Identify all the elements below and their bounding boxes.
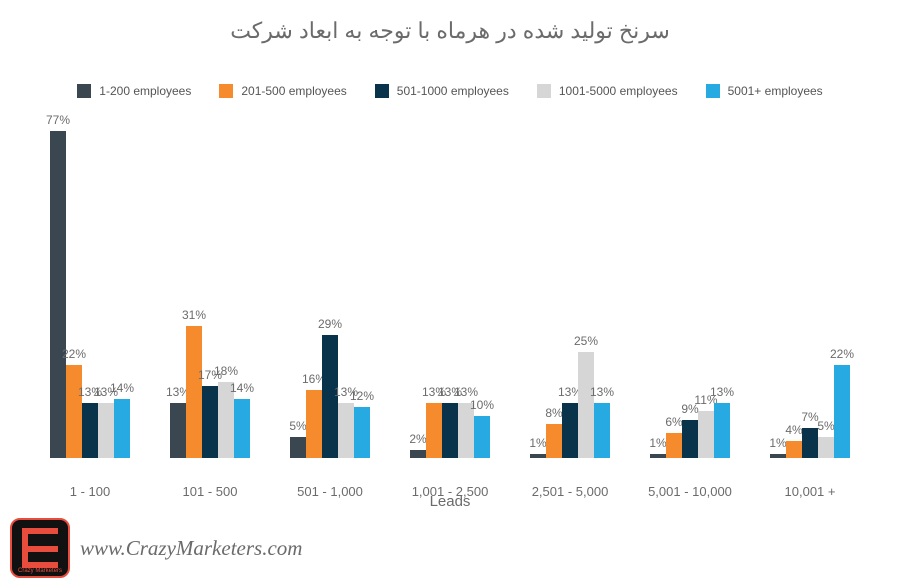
bar-value-label: 25% xyxy=(574,334,598,348)
legend-label: 1-200 employees xyxy=(99,84,191,98)
bar-value-label: 22% xyxy=(62,347,86,361)
bar: 5% xyxy=(818,437,834,458)
bar-value-label: 4% xyxy=(785,423,802,437)
bar: 8% xyxy=(546,424,562,458)
x-tick-label: 5,001 - 10,000 xyxy=(648,484,732,499)
bar: 13% xyxy=(82,403,98,458)
footer: Crazy Marketers www.CrazyMarketers.com xyxy=(10,518,302,578)
bar: 14% xyxy=(114,399,130,459)
bar-value-label: 14% xyxy=(230,381,254,395)
bar: 2% xyxy=(410,450,426,459)
legend-label: 1001-5000 employees xyxy=(559,84,678,98)
chart-title: سرنخ تولید شده در هرماه با توجه به ابعاد… xyxy=(0,0,900,44)
bar-value-label: 18% xyxy=(214,364,238,378)
bar: 6% xyxy=(666,433,682,459)
bar: 22% xyxy=(834,365,850,459)
bar-group: 2%13%13%13%10% xyxy=(410,403,490,458)
bar-value-label: 14% xyxy=(110,381,134,395)
bar-value-label: 5% xyxy=(817,419,834,433)
bar: 1% xyxy=(530,454,546,458)
x-tick-label: 10,001 + xyxy=(785,484,836,499)
legend-label: 5001+ employees xyxy=(728,84,823,98)
bar-value-label: 8% xyxy=(545,406,562,420)
bar-group: 1%8%13%25%13% xyxy=(530,352,610,458)
bar-group: 1%4%7%5%22% xyxy=(770,365,850,459)
bar: 11% xyxy=(698,411,714,458)
bar-value-label: 6% xyxy=(665,415,682,429)
bar: 1% xyxy=(770,454,786,458)
x-tick-label: 1 - 100 xyxy=(70,484,110,499)
bar-group: 1%6%9%11%13% xyxy=(650,403,730,458)
bar: 22% xyxy=(66,365,82,459)
bar: 77% xyxy=(50,131,66,458)
logo-text: Crazy Marketers xyxy=(12,568,68,574)
bar-group: 77%22%13%13%14% xyxy=(50,131,130,458)
bar-group: 13%31%17% 18% 14% xyxy=(170,326,250,458)
legend-swatch xyxy=(375,84,389,98)
x-tick-label: 101 - 500 xyxy=(183,484,238,499)
bar: 4% xyxy=(786,441,802,458)
legend-item: 1-200 employees xyxy=(77,84,191,98)
bar-value-label: 22% xyxy=(830,347,854,361)
bar-group: 5%16%29%13%12% xyxy=(290,335,370,458)
bar: 13% xyxy=(714,403,730,458)
bar: 5% xyxy=(290,437,306,458)
bar: 13% xyxy=(338,403,354,458)
legend-item: 501-1000 employees xyxy=(375,84,509,98)
chart-area: 77%22%13%13%14%13%31%17%18%14%5%16%29%13… xyxy=(30,118,870,458)
bar-value-label: 1% xyxy=(769,436,786,450)
bar-value-label: 13% xyxy=(590,385,614,399)
bar: 1% xyxy=(650,454,666,458)
bar: 12% xyxy=(354,407,370,458)
bar: 9% xyxy=(682,420,698,458)
bar-value-label: 77% xyxy=(46,113,70,127)
bar: 10% xyxy=(474,416,490,459)
bar-value-label: 7% xyxy=(801,410,818,424)
legend-swatch xyxy=(706,84,720,98)
bar-value-label: 5% xyxy=(289,419,306,433)
bar-value-label: 12% xyxy=(350,389,374,403)
bar: 14% xyxy=(234,399,250,459)
bar-value-label: 1% xyxy=(529,436,546,450)
bar: 25% xyxy=(578,352,594,458)
legend-item: 1001-5000 employees xyxy=(537,84,678,98)
bar: 17% xyxy=(202,386,218,458)
x-tick-label: 501 - 1,000 xyxy=(297,484,363,499)
bar: 13% xyxy=(170,403,186,458)
legend-label: 201-500 employees xyxy=(241,84,346,98)
bar: 13% xyxy=(98,403,114,458)
bar-value-label: 2% xyxy=(409,432,426,446)
footer-url: www.CrazyMarketers.com xyxy=(80,536,302,561)
x-axis-title: Leads xyxy=(430,493,471,510)
legend-item: 201-500 employees xyxy=(219,84,346,98)
legend-label: 501-1000 employees xyxy=(397,84,509,98)
plot: 77%22%13%13%14%13%31%17%18%14%5%16%29%13… xyxy=(30,118,870,458)
bar-value-label: 29% xyxy=(318,317,342,331)
legend-swatch xyxy=(77,84,91,98)
legend: 1-200 employees 201-500 employees 501-1000… xyxy=(0,84,900,98)
legend-item: 5001+ employees xyxy=(706,84,823,98)
legend-swatch xyxy=(537,84,551,98)
logo: Crazy Marketers xyxy=(10,518,70,578)
bar: 7% xyxy=(802,428,818,458)
bar: 13% xyxy=(562,403,578,458)
bar-value-label: 31% xyxy=(182,308,206,322)
bar-value-label: 1% xyxy=(649,436,666,450)
bar: 13% xyxy=(594,403,610,458)
bar: 16% xyxy=(306,390,322,458)
bar-value-label: 13% xyxy=(710,385,734,399)
bar: 31% xyxy=(186,326,202,458)
bar: 13% xyxy=(426,403,442,458)
x-tick-label: 2,501 - 5,000 xyxy=(532,484,609,499)
legend-swatch xyxy=(219,84,233,98)
bar-value-label: 10% xyxy=(470,398,494,412)
bar: 13% xyxy=(442,403,458,458)
